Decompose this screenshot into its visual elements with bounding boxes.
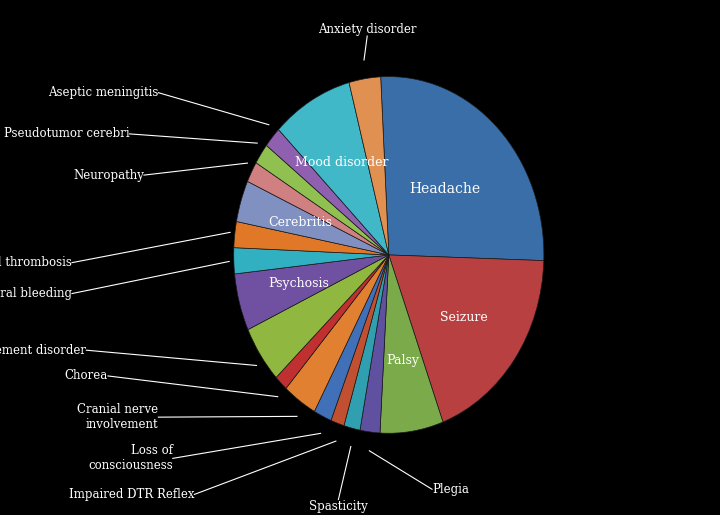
Wedge shape — [344, 255, 389, 430]
Wedge shape — [279, 82, 389, 255]
Wedge shape — [234, 248, 389, 274]
Text: Cerebral bleeding: Cerebral bleeding — [0, 287, 72, 300]
Wedge shape — [248, 163, 389, 255]
Wedge shape — [349, 77, 389, 255]
Text: Impaired DTR Reflex: Impaired DTR Reflex — [69, 488, 194, 501]
Wedge shape — [266, 130, 389, 255]
Wedge shape — [389, 255, 544, 422]
Text: Cerebral thrombosis: Cerebral thrombosis — [0, 256, 72, 269]
Text: Psychosis: Psychosis — [269, 277, 330, 290]
Text: Headache: Headache — [410, 182, 481, 196]
Text: Movement disorder: Movement disorder — [0, 344, 86, 357]
Text: Cranial nerve
involvement: Cranial nerve involvement — [77, 403, 158, 431]
Wedge shape — [234, 221, 389, 255]
Text: Cerebritis: Cerebritis — [268, 216, 332, 229]
Text: Mood disorder: Mood disorder — [295, 156, 389, 169]
Wedge shape — [380, 255, 443, 433]
Text: Plegia: Plegia — [432, 483, 469, 496]
Text: Neuropathy: Neuropathy — [73, 168, 144, 182]
Wedge shape — [235, 255, 389, 330]
Wedge shape — [248, 255, 389, 377]
Text: Pseudotumor cerebri: Pseudotumor cerebri — [4, 127, 130, 141]
Wedge shape — [331, 255, 389, 425]
Wedge shape — [236, 181, 389, 255]
Text: Loss of
consciousness: Loss of consciousness — [88, 444, 173, 472]
Text: Seizure: Seizure — [441, 311, 488, 324]
Wedge shape — [315, 255, 389, 420]
Wedge shape — [360, 255, 389, 433]
Wedge shape — [381, 77, 544, 261]
Wedge shape — [286, 255, 389, 411]
Wedge shape — [256, 145, 389, 255]
Text: Chorea: Chorea — [65, 369, 108, 383]
Text: Palsy: Palsy — [386, 354, 419, 367]
Wedge shape — [276, 255, 389, 388]
Text: Spasticity: Spasticity — [309, 500, 368, 512]
Text: Anxiety disorder: Anxiety disorder — [318, 23, 416, 36]
Text: Aseptic meningitis: Aseptic meningitis — [48, 86, 158, 99]
